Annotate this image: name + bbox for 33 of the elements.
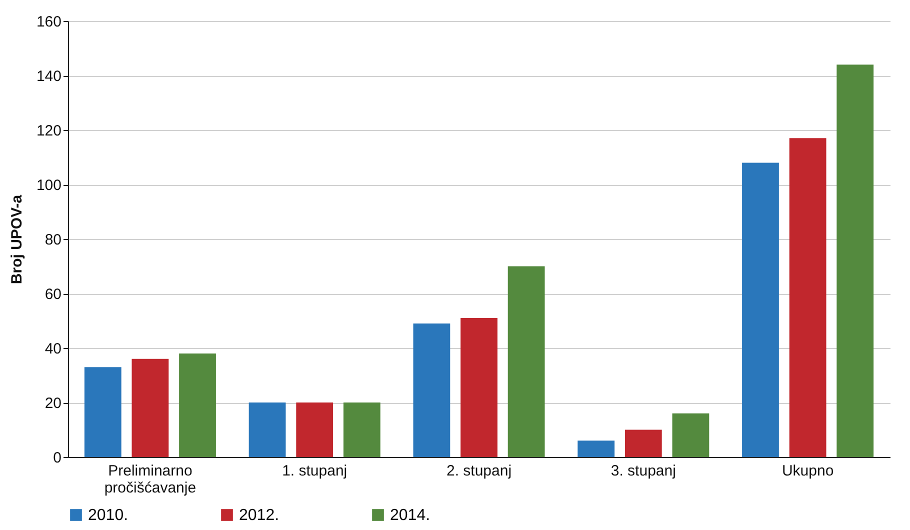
bar <box>836 64 874 457</box>
x-tick-label: Ukupno <box>782 462 834 480</box>
y-axis-title: Broj UPOV-a <box>8 194 26 284</box>
legend-label: 2014. <box>390 507 430 524</box>
bar <box>248 402 286 457</box>
y-tick-label: 140 <box>36 68 62 85</box>
bar <box>179 353 216 457</box>
bar <box>578 440 615 457</box>
y-tick-label: 160 <box>36 14 62 30</box>
y-tick-label: 0 <box>53 450 62 466</box>
bar <box>624 430 662 457</box>
x-tick-label: 3. stupanj <box>610 462 676 480</box>
bar <box>343 402 380 457</box>
bar <box>84 367 122 457</box>
bar <box>508 266 545 457</box>
x-tick-label: 1. stupanj <box>282 462 348 480</box>
y-tick-label: 20 <box>44 395 62 412</box>
bar <box>672 413 710 457</box>
x-tick-label: Preliminarno pročišćavanje <box>104 462 196 496</box>
y-tick-label: 60 <box>44 286 62 303</box>
y-tick-label: 100 <box>36 177 62 194</box>
bar <box>460 318 498 457</box>
y-tick-label: 120 <box>36 122 62 140</box>
legend-label: 2010. <box>88 507 128 524</box>
y-tick-label: 80 <box>44 232 62 248</box>
bar <box>413 323 450 457</box>
bar <box>742 162 779 457</box>
bar <box>132 358 169 457</box>
bar <box>296 402 334 457</box>
bar <box>789 138 826 457</box>
x-tick-label: 2. stupanj <box>446 462 512 480</box>
legend-label: 2012. <box>239 507 280 524</box>
y-tick-label: 40 <box>44 340 62 358</box>
